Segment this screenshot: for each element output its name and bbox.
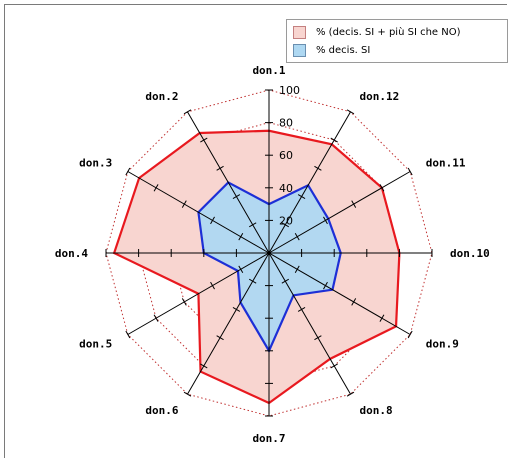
spoke-tick — [125, 330, 131, 339]
spoke-tick — [216, 335, 224, 341]
tick-label: 40 — [279, 182, 293, 195]
spoke-tick — [379, 184, 385, 192]
spoke-tick — [294, 265, 300, 274]
spoke-tick — [330, 137, 338, 143]
spoke-tick — [281, 278, 290, 284]
spoke-axis — [187, 252, 270, 395]
spoke-tick — [248, 278, 257, 284]
spoke-axis — [268, 111, 351, 254]
category-label: don.1 — [252, 64, 285, 77]
spoke-tick — [153, 184, 159, 192]
legend-label-series-2: % decis. SI — [316, 44, 371, 56]
label-layer: 20 40 60 80 100 don.1 don.2 don.3 don.4 don.5 don.… — [55, 64, 490, 445]
spoke-tick — [125, 167, 131, 176]
category-label: don.9 — [426, 338, 459, 351]
spoke-tick — [297, 194, 306, 199]
spoke-tick — [351, 200, 357, 208]
spoke-tick — [323, 216, 328, 225]
category-label: don.5 — [79, 338, 112, 351]
category-label: don.6 — [145, 404, 178, 417]
legend-item-series-2: % decis. SI — [293, 43, 370, 57]
spoke-tick — [200, 363, 208, 369]
tick-label: 60 — [279, 149, 293, 162]
spoke-tick — [248, 222, 257, 228]
tick-label: 80 — [279, 117, 293, 130]
axis-layer — [105, 89, 433, 417]
spoke-axis — [127, 252, 270, 335]
spoke-tick — [346, 109, 355, 115]
category-label: don.2 — [145, 90, 178, 103]
spoke-axis — [127, 171, 270, 254]
category-label: don.8 — [360, 404, 393, 417]
spoke-axis — [268, 252, 411, 335]
category-label: don.3 — [79, 157, 112, 170]
spoke-tick — [181, 200, 187, 208]
spoke-axis — [268, 252, 351, 395]
spoke-axis — [187, 111, 270, 254]
spoke-tick — [216, 165, 224, 171]
category-label: don.4 — [55, 247, 88, 260]
series-layer — [112, 129, 401, 405]
legend-swatch-series-2 — [293, 43, 306, 57]
spoke-tick — [323, 281, 328, 290]
spoke-tick — [183, 391, 192, 397]
spoke-tick — [346, 391, 355, 397]
spoke-tick — [238, 265, 244, 274]
spoke-tick — [183, 109, 192, 115]
spoke-tick — [314, 165, 322, 171]
spoke-tick — [294, 232, 300, 241]
spoke-tick — [281, 222, 290, 228]
spoke-tick — [210, 281, 215, 290]
spoke-tick — [407, 330, 413, 339]
spoke-tick — [210, 216, 215, 225]
tick-label: 100 — [279, 84, 300, 97]
spoke-tick — [181, 298, 187, 306]
legend-swatch-series-1 — [293, 25, 306, 39]
spoke-tick — [232, 307, 241, 312]
legend-label-series-1: % (decis. SI + più SI che NO) — [316, 26, 461, 38]
spoke-tick — [200, 137, 208, 143]
chart-frame — [4, 4, 507, 458]
spoke-tick — [297, 307, 306, 312]
legend-item-series-1: % (decis. SI + più SI che NO) — [293, 25, 461, 39]
spoke-tick — [407, 167, 413, 176]
category-label: don.7 — [252, 432, 285, 445]
spoke-tick — [238, 232, 244, 241]
category-label: don.12 — [360, 90, 400, 103]
tick-label: 20 — [279, 214, 293, 227]
spoke-tick — [314, 335, 322, 341]
category-label: don.11 — [426, 157, 466, 170]
legend: % (decis. SI + più SI che NO) % decis. S… — [286, 19, 508, 63]
spoke-axis — [268, 171, 411, 254]
spoke-tick — [153, 314, 159, 322]
spoke-tick — [379, 314, 385, 322]
spoke-tick — [330, 363, 338, 369]
spoke-tick — [351, 298, 357, 306]
category-label: don.10 — [450, 247, 490, 260]
spoke-tick — [232, 194, 241, 199]
